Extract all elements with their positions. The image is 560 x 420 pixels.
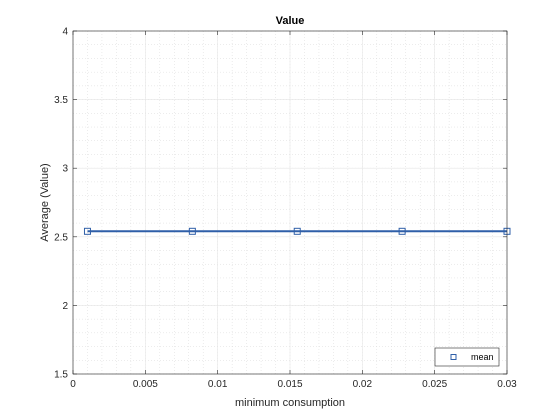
x-tick-label: 0.01 [208, 379, 228, 390]
x-tick-label: 0.005 [133, 379, 158, 390]
y-axis-label: Average (Value) [39, 163, 51, 241]
data-point-marker [398, 227, 406, 235]
y-tick-label: 2 [62, 301, 68, 312]
data-point-marker [293, 227, 301, 235]
x-tick-label: 0 [70, 379, 76, 390]
legend: mean [434, 347, 500, 367]
y-tick-label: 2.5 [54, 232, 68, 243]
y-tick-label: 3.5 [54, 95, 68, 106]
data-point-marker [188, 227, 196, 235]
x-axis-label: minimum consumption [235, 397, 345, 409]
tick-labels: 0 0.005 0.01 0.015 0.02 0.025 0.03 1.5 2 2.5 3 3.5 4 [54, 27, 517, 391]
legend-label-mean: mean [471, 352, 494, 362]
legend-box [434, 347, 500, 367]
legend-marker-mean [450, 354, 457, 360]
x-tick-label: 0.02 [353, 379, 373, 390]
y-tick-label: 1.5 [54, 370, 68, 381]
x-tick-label: 0.015 [277, 379, 302, 390]
y-tick-label: 3 [62, 164, 68, 175]
axis-ticks [72, 30, 508, 375]
x-tick-label: 0.025 [422, 379, 447, 390]
y-tick-label: 4 [62, 27, 68, 38]
chart-title: Value [276, 15, 305, 27]
data-point-marker [83, 227, 91, 235]
x-tick-label: 0.03 [497, 379, 517, 390]
